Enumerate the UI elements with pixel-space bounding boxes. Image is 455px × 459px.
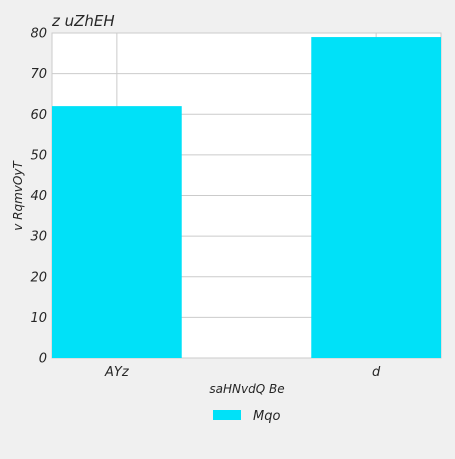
y-tick-label: 40	[30, 189, 47, 204]
legend: Mqo	[213, 409, 280, 424]
y-tick-label: 70	[30, 67, 47, 82]
y-axis-ticks: 0 10 20 30 40 50 60 70 80	[30, 27, 47, 367]
bar-d	[311, 37, 441, 358]
x-axis-ticks: AYz d	[104, 365, 381, 380]
y-tick-label: 30	[30, 230, 47, 245]
bar-AYz	[52, 106, 182, 358]
y-tick-label: 60	[30, 108, 47, 123]
y-tick-label: 80	[30, 27, 47, 42]
legend-swatch	[213, 410, 241, 420]
y-tick-label: 50	[30, 148, 47, 163]
y-tick-label: 0	[39, 352, 47, 367]
legend-label: Mqo	[253, 409, 280, 424]
x-axis-label: saHNvdQ Be	[209, 382, 284, 396]
x-tick-label: d	[372, 365, 381, 380]
x-tick-label: AYz	[104, 365, 130, 380]
y-tick-label: 20	[30, 270, 47, 285]
y-tick-label: 10	[30, 311, 47, 326]
y-axis-label: v RqmvOyT	[11, 160, 25, 231]
chart-title: z uZhEH	[51, 12, 115, 30]
